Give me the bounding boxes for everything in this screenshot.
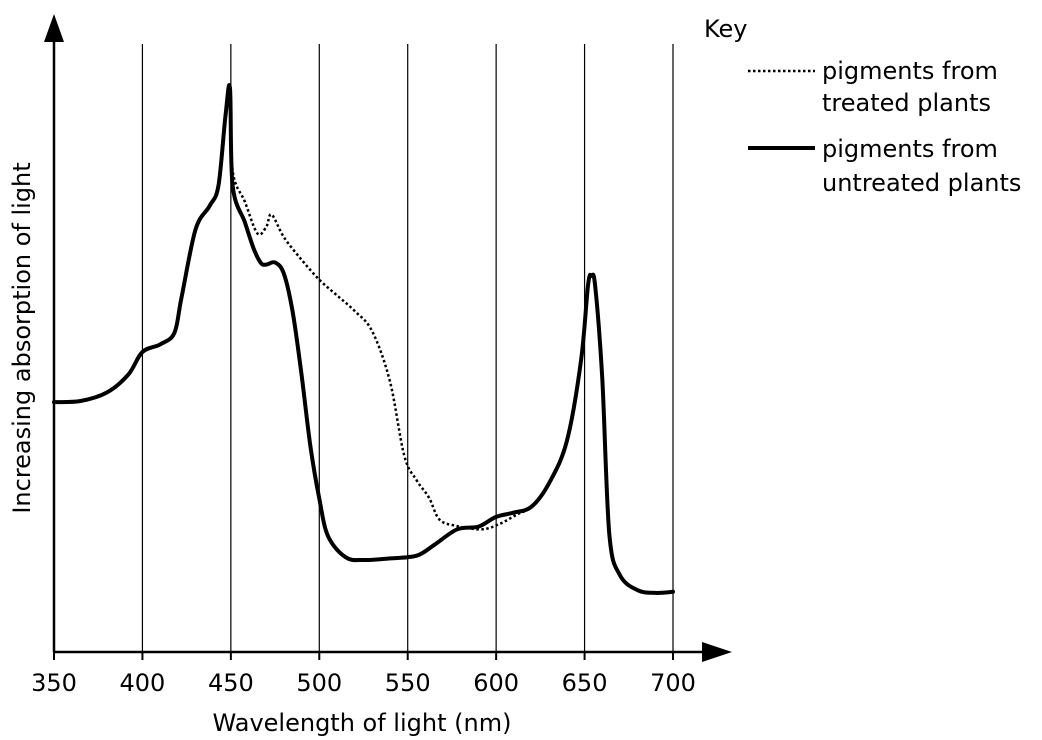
x-axis-title: Wavelength of light (nm) xyxy=(213,709,512,737)
x-tick-label-650: 650 xyxy=(562,669,608,697)
x-tick-label-500: 500 xyxy=(296,669,342,697)
legend-label-treated-line1: pigments from xyxy=(822,57,998,85)
legend: Key pigments from treated plants pigment… xyxy=(704,15,1021,197)
x-tick-label-700: 700 xyxy=(650,669,696,697)
x-ticks: 350 400 450 500 550 600 650 700 xyxy=(31,652,696,697)
legend-title: Key xyxy=(704,15,748,43)
series-line-treated xyxy=(53,84,674,595)
x-tick-label-350: 350 xyxy=(31,669,77,697)
y-axis-arrowhead xyxy=(44,14,64,42)
series-line-untreated xyxy=(52,83,675,595)
x-tick-label-600: 600 xyxy=(473,669,519,697)
x-tick-label-450: 450 xyxy=(208,669,254,697)
axes xyxy=(44,14,732,662)
series-group xyxy=(52,83,675,595)
x-tick-label-400: 400 xyxy=(120,669,166,697)
legend-label-untreated-line1: pigments from xyxy=(822,135,998,163)
x-axis-arrowhead xyxy=(702,642,732,662)
y-axis-title: Increasing absorption of light xyxy=(8,162,36,513)
x-tick-label-550: 550 xyxy=(385,669,431,697)
legend-label-treated-line2: treated plants xyxy=(822,89,991,117)
legend-label-untreated-line2: untreated plants xyxy=(822,169,1021,197)
